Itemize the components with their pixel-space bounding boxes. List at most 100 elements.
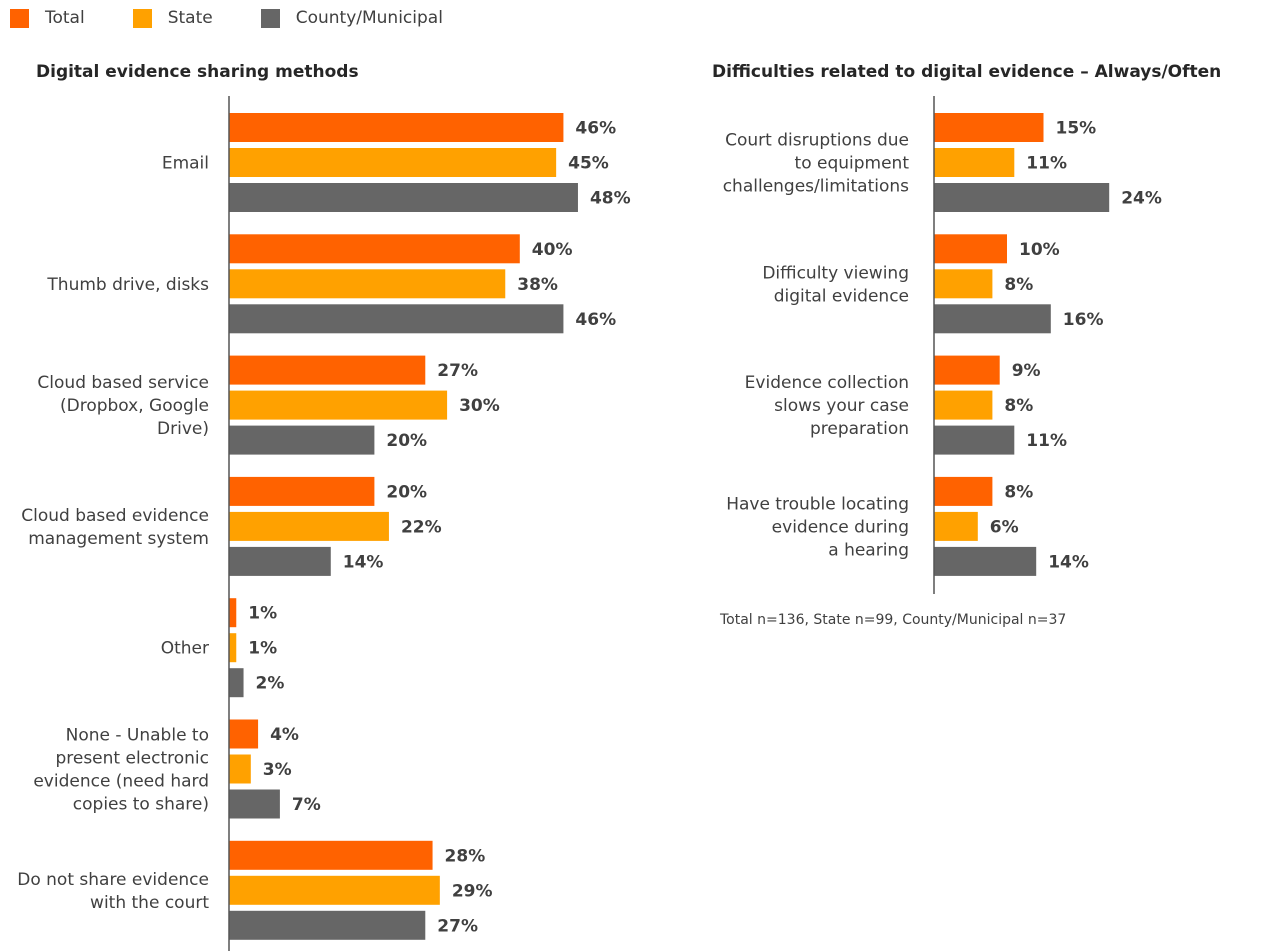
left-value-label-3-total: 20% (386, 482, 427, 502)
right-bar-1-county (934, 304, 1051, 334)
left-value-label-6-state: 29% (452, 881, 493, 901)
right-category-label-0: Court disruptions due to equipment challen… (723, 131, 910, 197)
left-value-label-1-state: 38% (517, 275, 558, 295)
left-bar-2-total (229, 355, 426, 385)
left-category-label-6-line-0: Do not share evidence (17, 870, 209, 890)
right-category-label-1: Difficulty viewing digital evidence (762, 263, 909, 306)
left-category-label-0: Email (162, 154, 209, 174)
left-bar-5-county (229, 789, 280, 819)
left-bar-3-state (229, 511, 389, 541)
left-bar-2-county (229, 425, 375, 455)
left-value-label-0-county: 48% (590, 189, 631, 209)
left-category-label-3-line-1: management system (28, 529, 209, 549)
left-value-label-0-total: 46% (575, 119, 616, 139)
right-category-label-0-line-1: to equipment (795, 154, 910, 174)
right-value-label-0-total: 15% (1056, 119, 1097, 139)
right-bar-2-total (934, 355, 1000, 385)
left-bar-1-total (229, 234, 520, 264)
left-category-label-0-line-0: Email (162, 154, 209, 174)
right-category-label-1-line-1: digital evidence (774, 286, 909, 306)
legend-label-county: County/Municipal (295, 8, 443, 28)
legend-swatch-total (10, 8, 29, 28)
left-bar-3-total (229, 476, 375, 506)
right-category-label-1-line-0: Difficulty viewing (762, 263, 909, 283)
left-bar-4-county (229, 668, 244, 698)
left-chart-title: Digital evidence sharing methods (36, 62, 359, 82)
left-value-label-4-county: 2% (256, 674, 285, 694)
right-value-label-1-state: 8% (1004, 275, 1033, 295)
legend-item-state: State (132, 8, 213, 28)
left-category-label-2-line-2: Drive) (157, 419, 209, 439)
left-value-label-3-county: 14% (343, 552, 384, 572)
right-bar-0-total (934, 113, 1044, 142)
legend-label-state: State (167, 8, 213, 28)
left-bar-1-state (229, 269, 506, 299)
left-category-label-5: None - Unable to present electronic eviden… (33, 726, 209, 815)
left-category-label-1-line-0: Thumb drive, disks (46, 275, 209, 295)
right-value-label-0-county: 24% (1121, 189, 1162, 209)
left-value-label-2-total: 27% (437, 361, 478, 381)
right-bar-0-state (934, 148, 1015, 177)
right-bar-3-total (934, 476, 993, 506)
left-bar-2-state (229, 390, 448, 420)
left-category-label-6: Do not share evidence with the court (17, 870, 209, 913)
left-bar-0-total (229, 113, 564, 142)
left-category-label-1: Thumb drive, disks (46, 275, 209, 295)
legend-item-total: Total (10, 8, 85, 28)
left-value-label-6-total: 28% (445, 846, 486, 866)
right-value-label-3-state: 6% (990, 517, 1019, 537)
left-category-label-2: Cloud based service (Dropbox, Google Drive… (37, 373, 209, 439)
left-bar-4-state (229, 633, 237, 663)
left-bar-6-total (229, 840, 433, 870)
left-category-label-3-line-0: Cloud based evidence (21, 506, 209, 526)
left-category-label-2-line-0: Cloud based service (37, 373, 209, 393)
left-bar-6-county (229, 910, 426, 940)
left-value-label-4-total: 1% (248, 604, 277, 624)
left-bar-0-county (229, 183, 578, 212)
left-category-label-5-line-3: copies to share) (73, 795, 209, 815)
left-category-label-4-line-0: Other (161, 639, 209, 659)
right-category-label-3-line-0: Have trouble locating (726, 494, 909, 514)
right-category-label-2-line-1: slows your case (774, 396, 909, 416)
left-category-label-5-line-1: present electronic (55, 749, 209, 769)
legend-item-county: County/Municipal (260, 8, 443, 28)
left-value-label-5-county: 7% (292, 795, 321, 815)
left-bar-1-county (229, 304, 564, 334)
left-category-label-3: Cloud based evidence management system (21, 506, 209, 549)
right-bar-3-state (934, 511, 978, 541)
right-bar-3-county (934, 546, 1037, 576)
right-value-label-3-total: 8% (1004, 482, 1033, 502)
left-bar-3-county (229, 546, 331, 576)
left-value-label-2-county: 20% (386, 431, 427, 451)
right-bar-2-state (934, 390, 993, 420)
left-value-label-2-state: 30% (459, 396, 500, 416)
left-category-label-2-line-1: (Dropbox, Google (60, 396, 209, 416)
left-value-label-6-county: 27% (437, 916, 478, 936)
right-value-label-2-total: 9% (1012, 361, 1041, 381)
left-bar-6-state (229, 875, 440, 905)
left-bar-4-total (229, 598, 237, 628)
legend-label-total: Total (45, 8, 85, 28)
left-bar-5-state (229, 754, 251, 784)
legend-swatch-county (260, 8, 280, 28)
left-value-label-3-state: 22% (401, 517, 442, 537)
right-category-label-2-line-0: Evidence collection (745, 373, 909, 393)
right-category-label-0-line-2: challenges/limitations (723, 177, 909, 197)
left-category-label-6-line-1: with the court (90, 893, 209, 913)
legend-swatch-state (132, 8, 152, 28)
right-chart-title: Difficulties related to digital evidence… (712, 62, 1222, 82)
right-value-label-1-total: 10% (1019, 240, 1060, 260)
right-category-label-2: Evidence collection slows your case prepar… (745, 373, 909, 439)
right-bar-0-county (934, 183, 1110, 212)
left-bar-5-total (229, 719, 259, 749)
right-bar-1-total (934, 234, 1007, 264)
right-bar-2-county (934, 425, 1015, 455)
right-category-label-2-line-2: preparation (810, 419, 909, 439)
footnote: Total n=136, State n=99, County/Municipa… (720, 612, 1067, 628)
right-value-label-2-county: 11% (1026, 431, 1067, 451)
legend: Total State County/Municipal (10, 6, 491, 30)
left-category-label-5-line-2: evidence (need hard (33, 772, 209, 792)
left-value-label-1-county: 46% (575, 310, 616, 330)
left-value-label-0-state: 45% (568, 154, 609, 174)
right-category-label-3-line-1: evidence during (772, 517, 909, 537)
